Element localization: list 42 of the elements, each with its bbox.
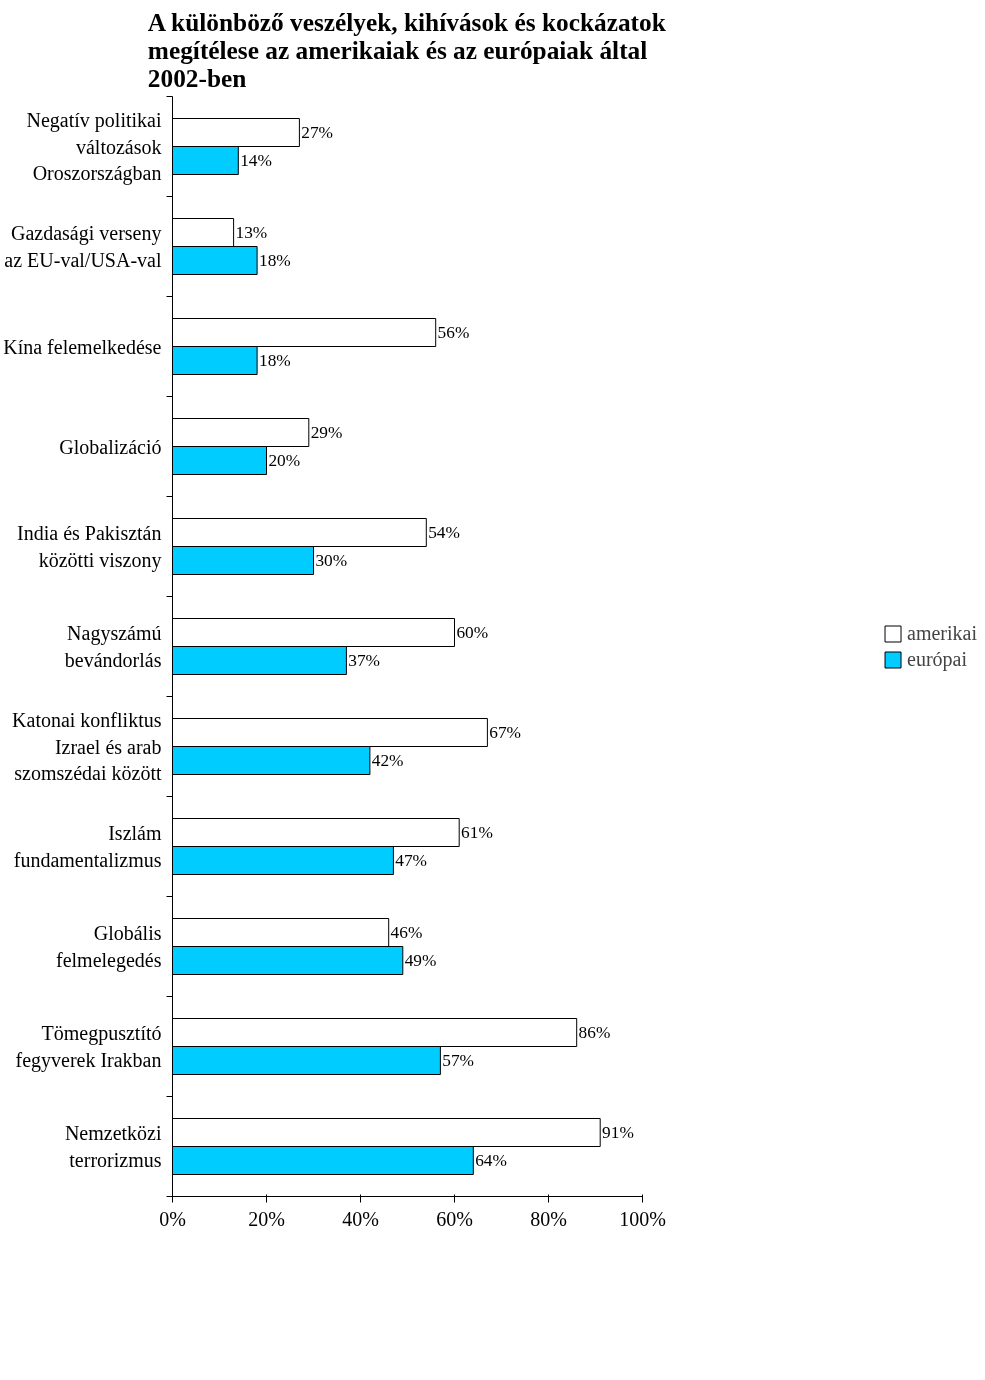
y-tick-label: Iszlám fundamentalizmus [13,822,162,871]
x-tick-label: 20% [248,1207,285,1230]
data-label: 57% [442,1051,475,1070]
x-tick-label: 40% [342,1207,379,1230]
y-tick-label: Negatív politikai változások Oroszországban [26,109,162,185]
y-tick-label: Globális felmelegedés [56,922,162,972]
legend-label: amerikai [907,621,977,645]
data-label: 47% [395,851,428,870]
data-label: 54% [428,523,460,542]
data-label: 42% [371,751,404,770]
data-label: 60% [456,623,489,642]
y-tick-label: Tömegpusztító fegyverek Irakban [15,1022,162,1072]
data-label: 91% [602,1123,634,1142]
y-tick-label: Nemzetközi terrorizmus [64,1122,162,1171]
data-label: 67% [489,723,522,742]
legend-label: európai [907,647,967,671]
data-label: 18% [258,251,291,270]
data-label: 64% [475,1151,507,1170]
y-tick-label: Globalizáció [59,435,162,458]
data-label: 61% [461,823,493,842]
data-label: 29% [310,423,343,442]
data-label: 18% [258,351,291,370]
y-tick-label: Katonai konfliktus Izrael és arab szomszédai között [12,709,162,784]
y-tick-label: Nagyszámú bevándorlás [64,622,162,671]
x-tick-label: 60% [436,1207,473,1230]
data-label: 46% [390,923,423,942]
data-label: 14% [240,151,272,170]
y-tick-label: Kína felemelkedése [3,335,162,358]
x-tick-label: 80% [530,1207,567,1230]
data-label: 30% [315,551,348,570]
data-label: 13% [235,223,268,242]
y-tick-label: India és Pakisztán közötti viszony [17,522,162,572]
data-label: 56% [437,323,470,342]
data-label: 37% [348,651,381,670]
x-tick-label: 0% [159,1207,186,1230]
y-tick-label: Gazdasági verseny az EU-val/USA-val [4,222,162,271]
data-label: 20% [268,451,301,470]
chart-title: A különböző veszélyek, kihívások és kockázatok megítélese az amerikaiak és az európaiak által 2002-ben [147,7,667,92]
data-label: 86% [578,1023,611,1042]
data-label: 49% [404,951,437,970]
x-tick-label: 100% [619,1207,666,1230]
data-label: 27% [301,123,334,142]
